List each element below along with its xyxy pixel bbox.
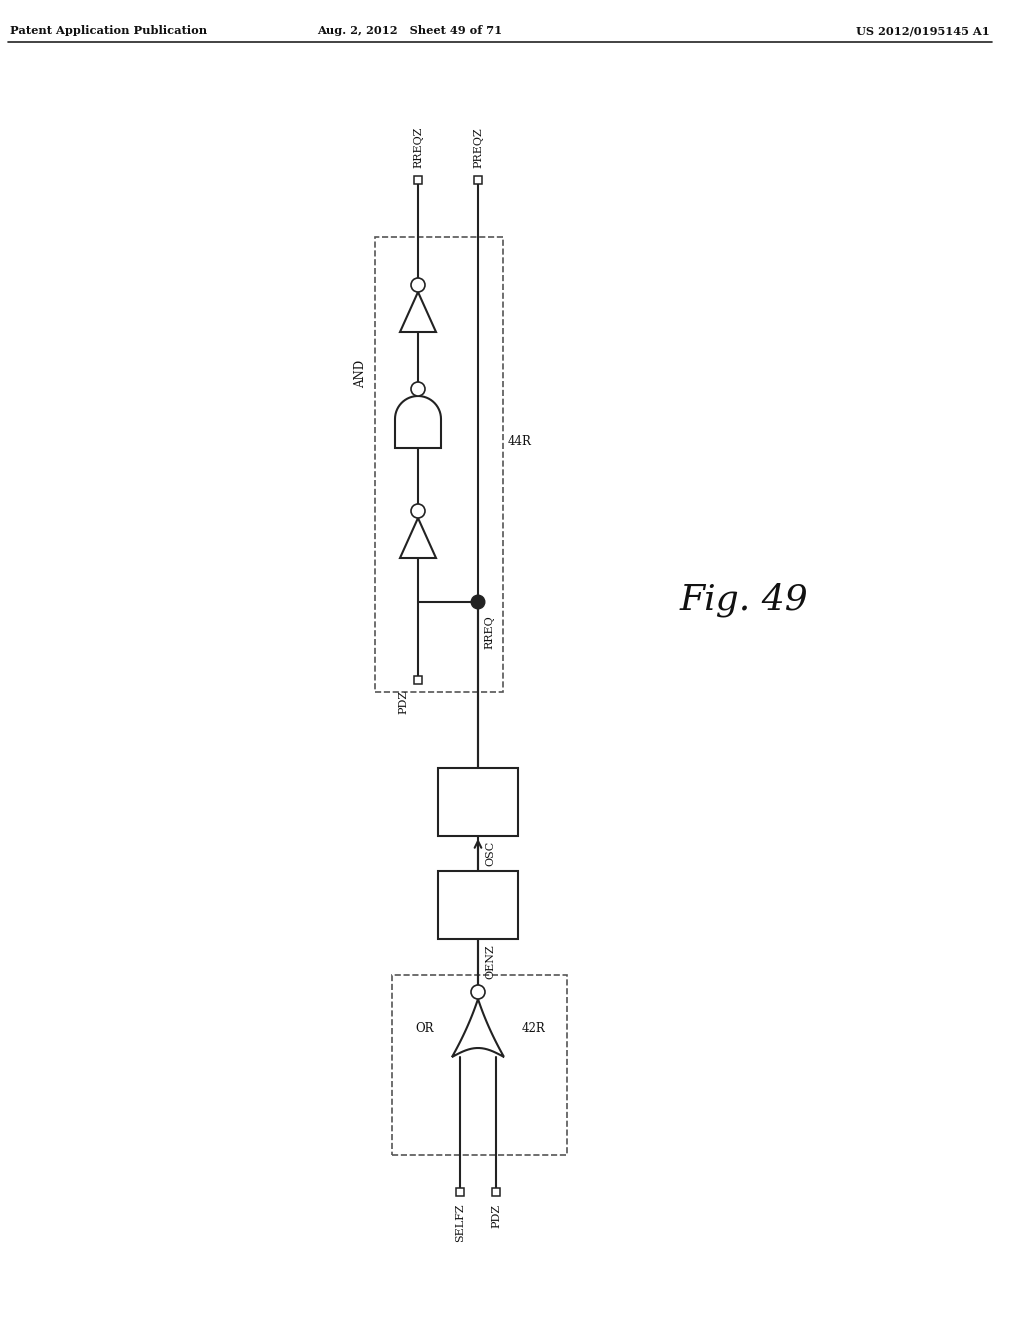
Text: Aug. 2, 2012   Sheet 49 of 71: Aug. 2, 2012 Sheet 49 of 71 xyxy=(317,25,503,36)
Text: Patent Application Publication: Patent Application Publication xyxy=(10,25,207,36)
Text: 42R: 42R xyxy=(522,1022,546,1035)
Circle shape xyxy=(411,381,425,396)
Bar xyxy=(456,1188,464,1196)
Circle shape xyxy=(471,985,485,999)
Polygon shape xyxy=(452,999,504,1057)
Text: PDZ: PDZ xyxy=(398,690,408,714)
Text: RREQZ: RREQZ xyxy=(413,127,423,168)
Bar xyxy=(375,238,503,692)
Polygon shape xyxy=(395,396,441,447)
Bar xyxy=(414,176,422,183)
Text: RREQ: RREQ xyxy=(484,615,494,649)
Bar xyxy=(492,1188,500,1196)
Text: OSC: OSC xyxy=(485,841,495,866)
Text: 14: 14 xyxy=(467,793,489,810)
Text: PDZ: PDZ xyxy=(490,1204,501,1228)
Text: US 2012/0195145 A1: US 2012/0195145 A1 xyxy=(856,25,990,36)
Text: Fig. 49: Fig. 49 xyxy=(680,582,809,618)
Bar xyxy=(392,975,567,1155)
Bar xyxy=(438,871,518,939)
Circle shape xyxy=(411,504,425,517)
Text: 12: 12 xyxy=(467,896,489,913)
Text: OENZ: OENZ xyxy=(485,945,495,979)
Text: PREQZ: PREQZ xyxy=(473,127,483,168)
Text: AND: AND xyxy=(354,359,367,388)
Text: OR: OR xyxy=(416,1022,434,1035)
Polygon shape xyxy=(400,517,436,558)
Polygon shape xyxy=(400,292,436,333)
Text: SELFZ: SELFZ xyxy=(455,1204,465,1242)
Bar xyxy=(414,676,422,684)
Bar xyxy=(474,176,482,183)
Circle shape xyxy=(471,595,484,609)
Text: 44R: 44R xyxy=(508,436,531,449)
Bar xyxy=(438,768,518,836)
Circle shape xyxy=(411,279,425,292)
